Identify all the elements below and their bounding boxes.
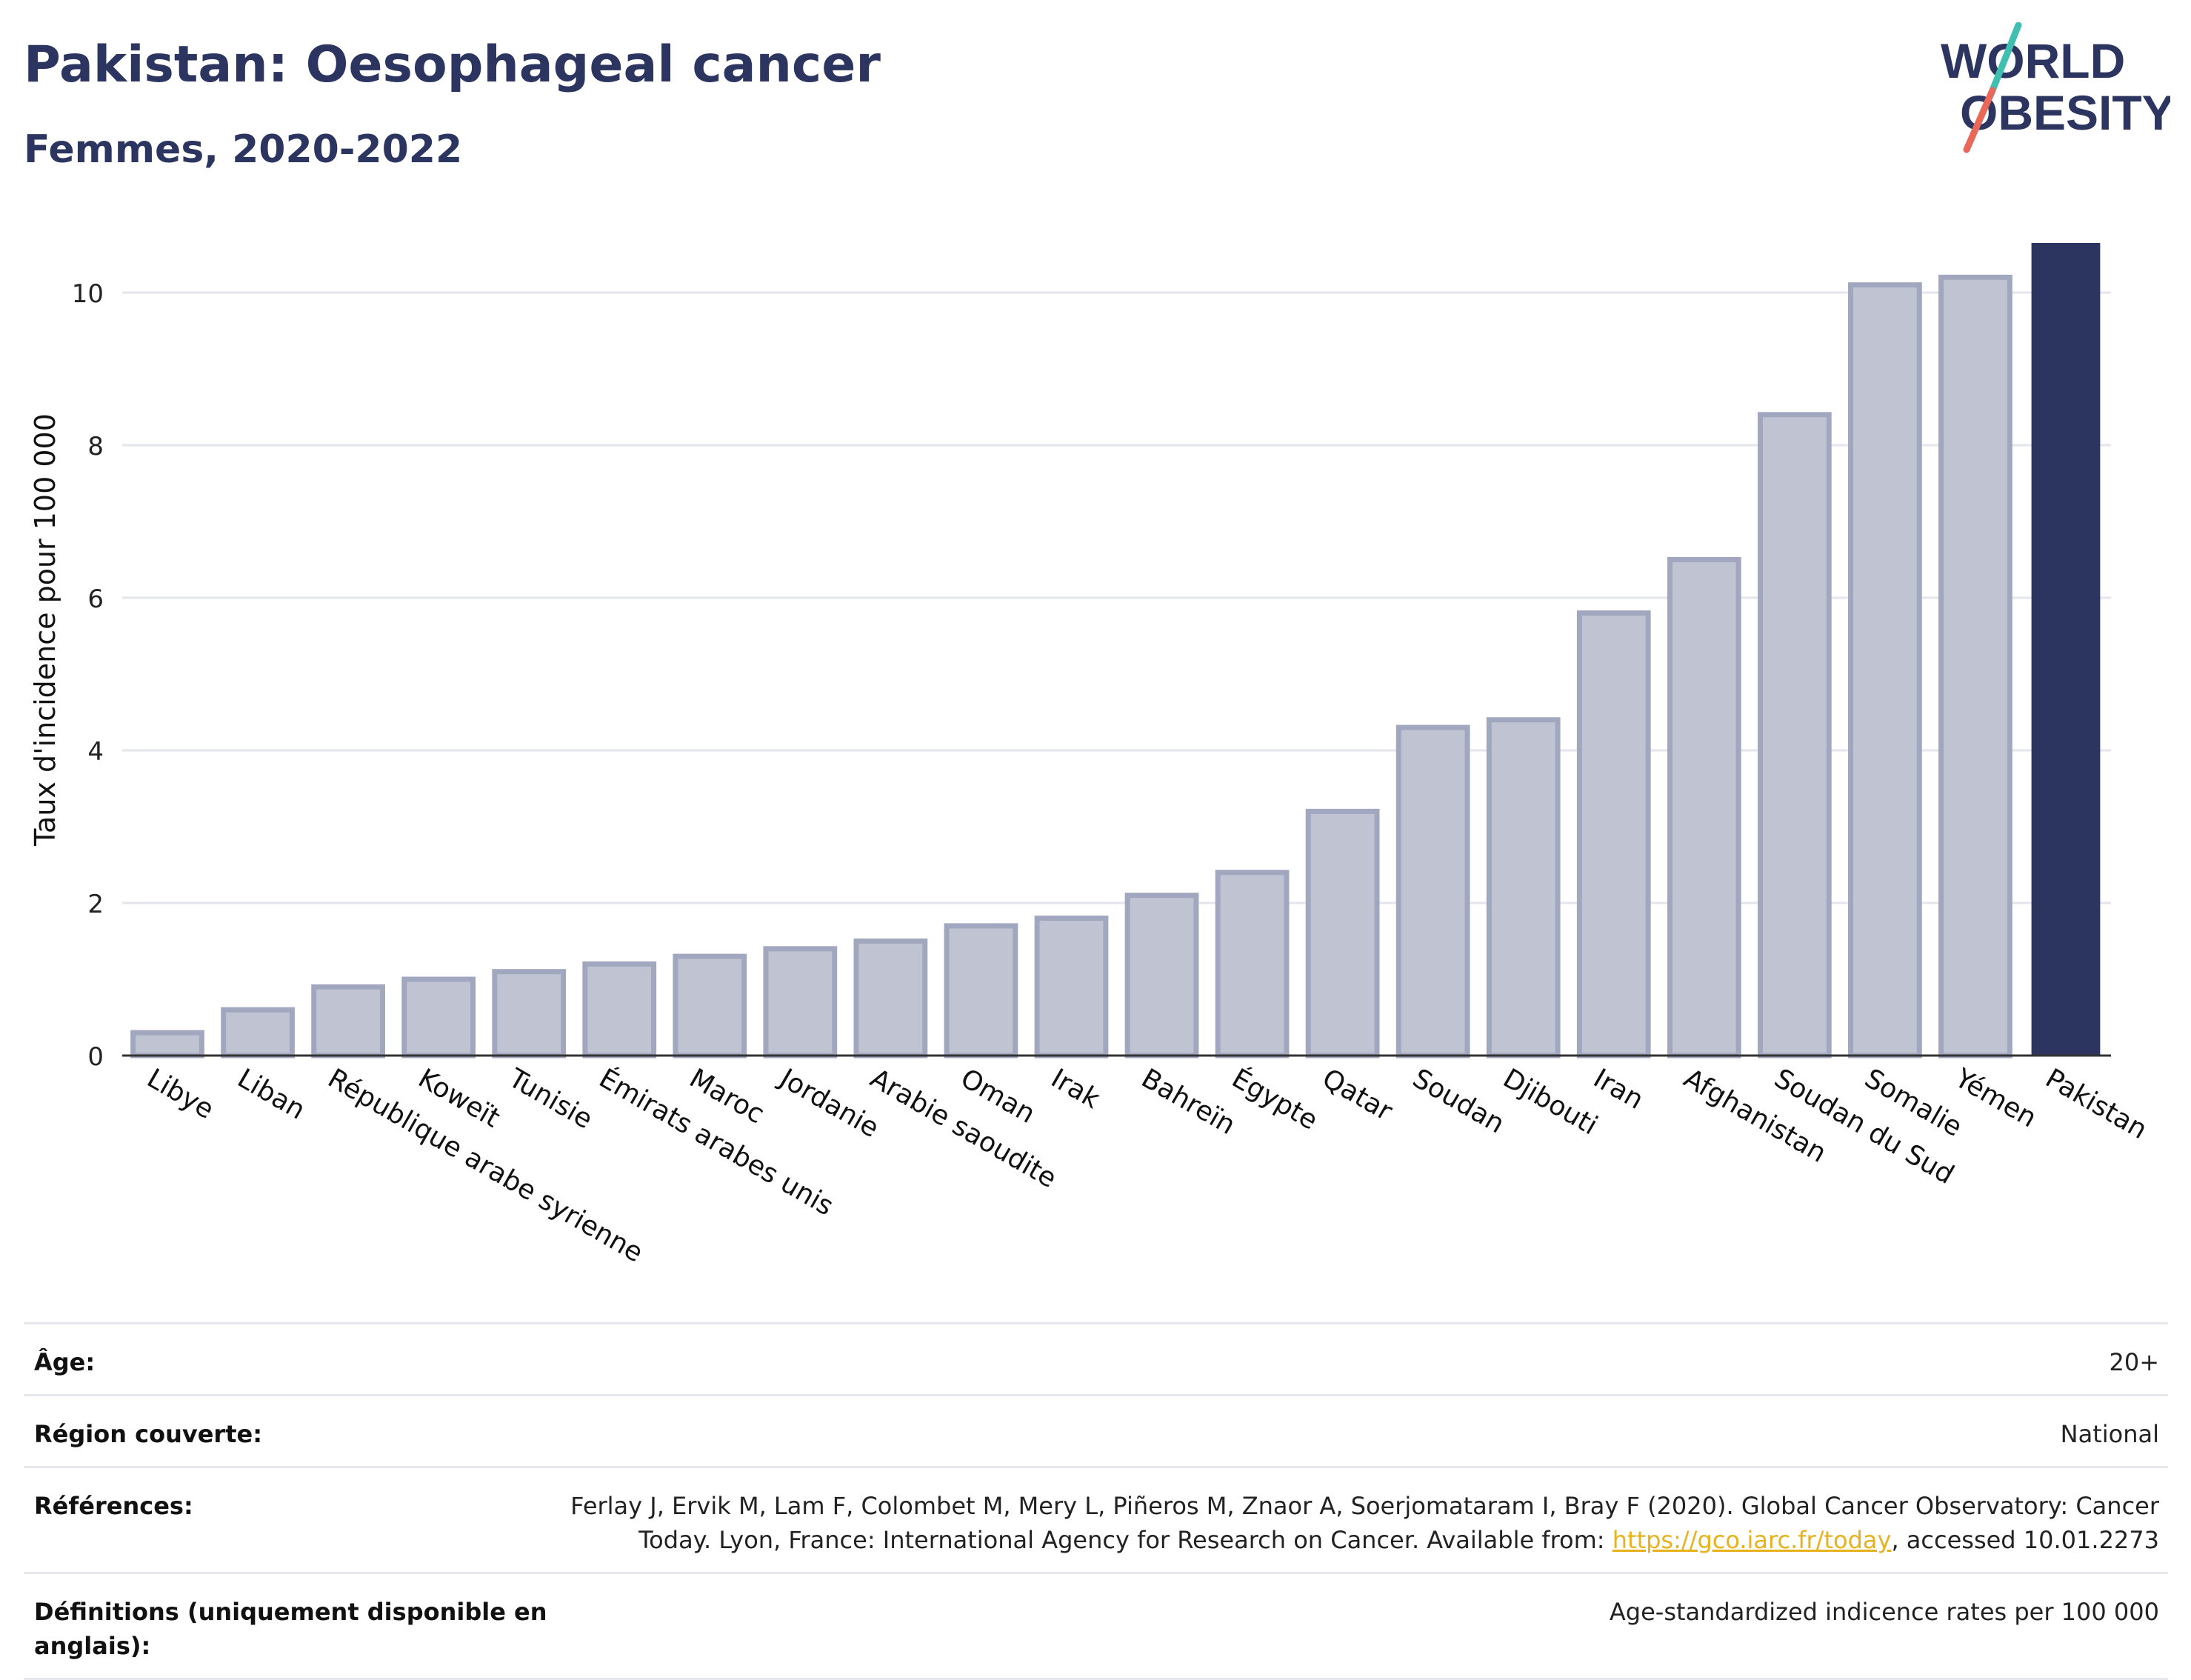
world-obesity-logo: WORLD OBESITY — [1941, 22, 2170, 153]
x-tick-label: Pakistan — [2040, 1063, 2152, 1145]
page-subtitle: Femmes, 2020-2022 — [24, 127, 463, 172]
bar-liban[interactable] — [221, 1007, 295, 1059]
x-tick-label: Soudan — [1407, 1063, 1510, 1139]
bar-jordanie[interactable] — [763, 946, 838, 1059]
tick-labels: 0 2 4 6 8 10 Libye Liban République arabe syrien… — [72, 279, 2152, 1269]
refs-link[interactable]: https://gco.iarc.fr/today — [1612, 1526, 1892, 1554]
x-tick-label: Djibouti — [1498, 1063, 1602, 1141]
meta-refs-label: Références: — [34, 1492, 193, 1520]
x-tick-label: Libye — [142, 1063, 219, 1125]
refs-text-after: , accessed 10.01.2273 — [1891, 1526, 2159, 1554]
meta-age-label: Âge: — [34, 1348, 96, 1376]
y-tick-label: 8 — [87, 432, 104, 461]
bar-chart: 0 2 4 6 8 10 Libye Liban République arabe syrien… — [29, 243, 2152, 1269]
bar-libye[interactable] — [130, 1030, 204, 1059]
bar-soudan-du-sud[interactable] — [1757, 412, 1832, 1059]
bar-somalie[interactable] — [1848, 282, 1922, 1059]
y-tick-label: 10 — [72, 279, 104, 309]
metadata-table: Âge: 20+ Région couverte: National Référ… — [24, 1322, 2168, 1680]
bar-bahre-n[interactable] — [1124, 893, 1199, 1059]
meta-refs-value: Ferlay J, Ervik M, Lam F, Colombet M, Me… — [553, 1489, 2159, 1557]
y-tick-label: 0 — [87, 1042, 104, 1072]
bar-soudan[interactable] — [1395, 724, 1470, 1059]
bar-y-men[interactable] — [1938, 274, 2012, 1059]
meta-region-label: Région couverte: — [34, 1420, 262, 1448]
bar-djibouti[interactable] — [1486, 717, 1561, 1059]
bar-arabie-saoudite[interactable] — [853, 938, 928, 1059]
y-tick-label: 6 — [87, 584, 104, 614]
x-tick-label: Jordanie — [773, 1062, 884, 1144]
logo-line1: WORLD — [1941, 33, 2125, 88]
refs-text: Ferlay J, Ervik M, Lam F, Colombet M, Me… — [570, 1492, 2159, 1554]
meta-defs-value: Age-standardized indicence rates per 100… — [1609, 1598, 2159, 1626]
bar-kowe-t[interactable] — [401, 976, 476, 1059]
bar-r-publique-arabe-syrienne[interactable] — [311, 984, 385, 1059]
bar-qatar[interactable] — [1305, 808, 1380, 1059]
x-tick-label: Liban — [233, 1063, 310, 1125]
x-tick-label: Iran — [1588, 1063, 1648, 1116]
bar-oman[interactable] — [944, 923, 1018, 1059]
meta-row-age: Âge: 20+ — [24, 1322, 2168, 1394]
meta-age-value: 20+ — [2109, 1348, 2159, 1376]
meta-row-definitions: Définitions (uniquement disponible en an… — [24, 1572, 2168, 1680]
page-title: Pakistan: Oesophageal cancer — [24, 36, 881, 94]
bars — [130, 243, 2101, 1059]
bar-afghanistan[interactable] — [1667, 556, 1741, 1059]
meta-defs-label: Définitions (uniquement disponible en an… — [34, 1598, 547, 1660]
meta-region-value: National — [2060, 1420, 2159, 1448]
bar-tunisie[interactable] — [492, 969, 567, 1059]
x-tick-label: Qatar — [1317, 1063, 1397, 1127]
bar-pakistan[interactable] — [2031, 243, 2101, 1056]
y-tick-label: 2 — [87, 890, 104, 919]
meta-row-region: Région couverte: National — [24, 1394, 2168, 1466]
x-tick-label: Irak — [1046, 1063, 1105, 1115]
y-axis-label: Taux d'incidence pour 100 000 — [29, 413, 61, 847]
logo-line2: OBESITY — [1960, 85, 2170, 140]
x-tick-label: République arabe syrienne — [323, 1063, 648, 1268]
x-tick-label: Bahreïn — [1136, 1063, 1240, 1141]
bar-maroc[interactable] — [673, 953, 747, 1059]
y-tick-label: 4 — [87, 737, 104, 767]
bar-irak[interactable] — [1034, 916, 1109, 1059]
bar--gypte[interactable] — [1215, 870, 1290, 1059]
bar--mirats-arabes-unis[interactable] — [582, 961, 657, 1059]
bar-iran[interactable] — [1576, 610, 1651, 1059]
meta-row-references: Références: Ferlay J, Ervik M, Lam F, Co… — [24, 1466, 2168, 1572]
x-tick-label: Égypte — [1227, 1062, 1323, 1136]
x-tick-label: Tunisie — [503, 1063, 598, 1136]
